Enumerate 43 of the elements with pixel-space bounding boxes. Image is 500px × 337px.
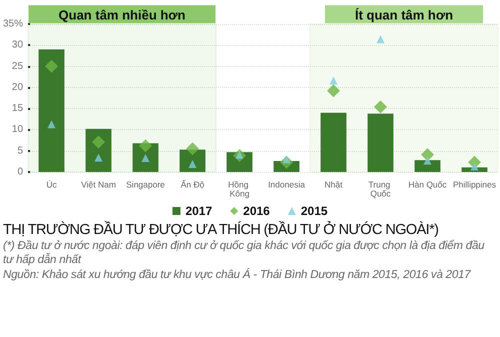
point — [421, 148, 434, 162]
point — [186, 142, 200, 156]
point — [48, 120, 56, 128]
y-tick-label: 25 — [12, 60, 24, 72]
bar — [320, 112, 346, 172]
point — [330, 76, 338, 85]
point — [45, 60, 58, 73]
x-tick-label: Hàn Quốc — [408, 180, 448, 190]
band-label: Quan tâm nhiều hơn — [58, 7, 186, 22]
point — [327, 84, 340, 98]
point — [94, 154, 103, 162]
text: (*) Đầu tư ở nước ngoài: đáp viên định cư ở quốc gia khác với quốc gia được chọn là địa điểm đầu tư hấp dẫn nhất — [3, 239, 486, 267]
x-tick-label: Hồng Kông — [228, 180, 251, 198]
y-tick-label: 35% — [3, 18, 24, 30]
y-tick-label: 5 — [17, 145, 24, 156]
x-tick-label: Nhật — [324, 180, 344, 190]
x-tick-label: Indonesia — [268, 180, 306, 190]
bar — [368, 114, 394, 172]
x-tick-label: Trung Quốc — [368, 180, 393, 198]
x-tick-label: Úc — [46, 180, 58, 190]
point — [376, 35, 385, 44]
x-tick-label: Ấn Độ — [180, 180, 205, 190]
point — [139, 139, 152, 152]
x-tick-label: Singapore — [126, 180, 166, 190]
band-label: Ít quan tâm hơn — [354, 7, 454, 22]
point — [470, 162, 478, 171]
y-tick-label: 10 — [12, 124, 24, 136]
y-tick-label: 15 — [12, 103, 24, 114]
text: THỊ TRƯỜNG ĐẦU TƯ ĐƯỢC ƯA THÍCH (ĐẦU TƯ Ở NƯỚC NGOÀI*) — [3, 222, 439, 238]
y-tick-label: 30 — [12, 40, 24, 51]
bar — [38, 49, 64, 172]
bar — [414, 160, 440, 172]
x-tick-label: Việt Nam — [81, 180, 116, 190]
legend-label: 2016 — [243, 204, 270, 218]
point — [374, 100, 388, 114]
y-tick-label: 0 — [17, 166, 24, 178]
point — [424, 156, 432, 165]
x-tick-label: Phillippines — [453, 180, 496, 190]
text: Nguồn: Khảo sát xu hướng đầu tư khu vực châu Á - Thái Bình Dương năm 2015, 2016 và 2017 — [3, 268, 472, 282]
legend-label: 2015 — [300, 204, 328, 218]
point — [92, 135, 106, 148]
legend-label: 2017 — [185, 204, 212, 218]
y-tick-label: 20 — [12, 82, 24, 93]
